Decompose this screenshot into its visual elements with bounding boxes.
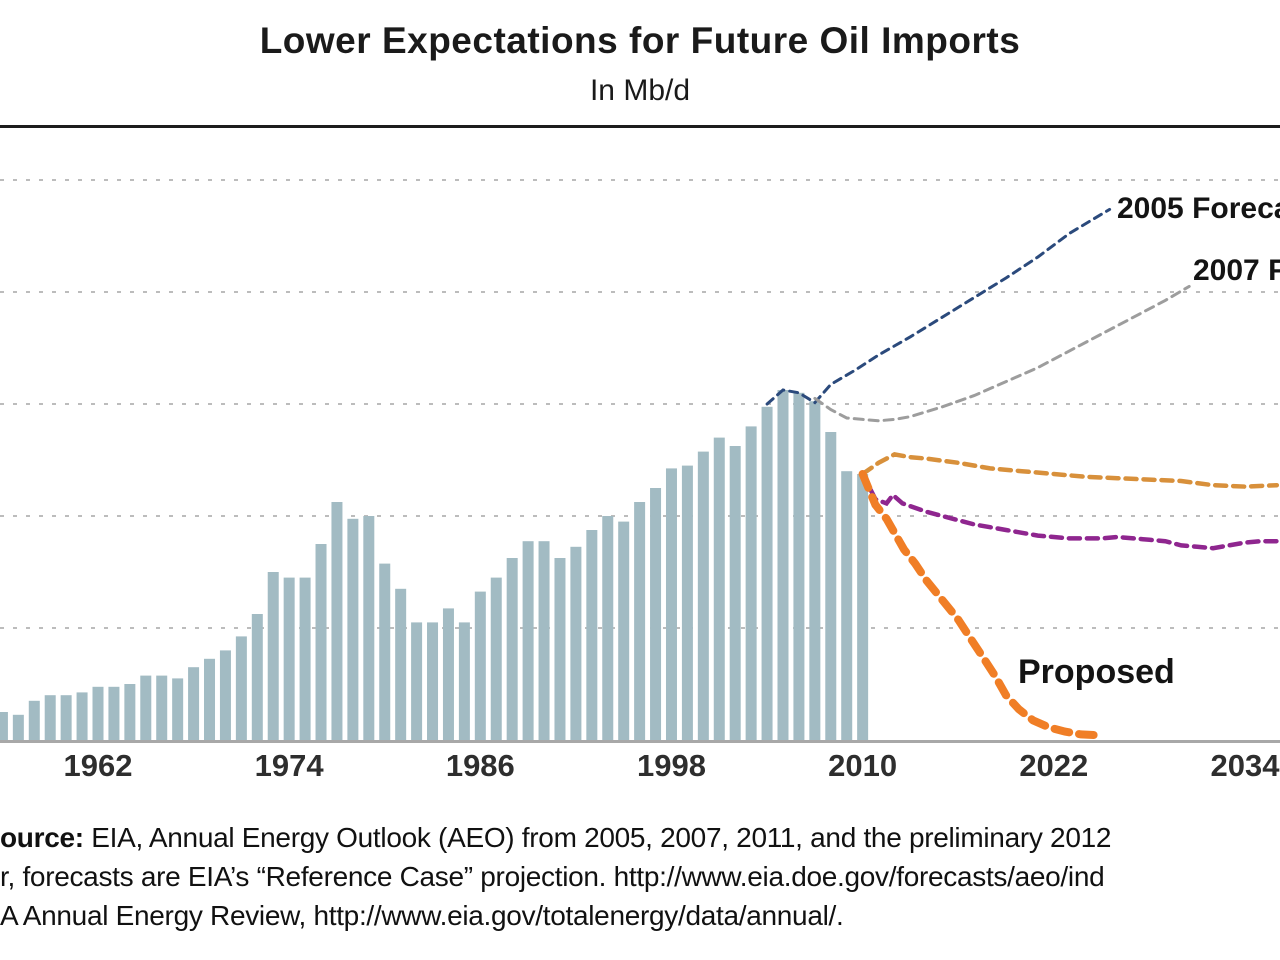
x-tick-1974: 1974 [254, 748, 324, 783]
source-note-line1-text: EIA, Annual Energy Outlook (AEO) from 20… [83, 822, 1112, 853]
source-note-line2: r, forecasts are EIA’s “Reference Case” … [0, 861, 1105, 892]
header-rule [0, 125, 1280, 128]
source-note-line3: A Annual Energy Review, http://www.eia.g… [0, 900, 844, 931]
bar-1992 [570, 546, 582, 740]
bar-1985 [458, 622, 470, 740]
bar-1979 [363, 516, 375, 740]
bar-1997 [650, 488, 662, 740]
bar-2006 [793, 392, 805, 740]
bar-2003 [745, 426, 757, 740]
bar-1999 [681, 465, 693, 740]
bar-1995 [618, 521, 630, 740]
bar-1980 [379, 563, 391, 740]
bar-1966 [156, 675, 168, 740]
chart-subtitle: In Mb/d [589, 74, 691, 107]
series-proposed [858, 470, 1098, 739]
bar-1989 [522, 541, 534, 740]
bar-1978 [347, 518, 359, 740]
bar-1972 [251, 614, 263, 740]
x-tick-2010: 2010 [828, 748, 898, 783]
bar-1969 [204, 658, 216, 740]
bar-1961 [76, 692, 88, 740]
bar-1990 [538, 541, 550, 740]
series-label-2005-forecast: 2005 Forecast [1117, 192, 1280, 225]
bar-1987 [490, 577, 502, 740]
bar-1965 [140, 675, 152, 740]
bar-1994 [602, 516, 614, 740]
bar-1971 [235, 636, 247, 740]
series-forecast-orange-unlabeled [860, 452, 1280, 489]
x-axis-tick-labels: 1962 1974 1986 1998 2010 2022 2034 [0, 748, 1280, 788]
bar-2009 [841, 471, 853, 740]
bar-1984 [442, 608, 454, 740]
series-forecast-2005 [765, 207, 1112, 406]
bar-1991 [554, 558, 566, 740]
bar-1964 [124, 684, 136, 740]
bar-1956 [0, 712, 8, 740]
bar-1981 [395, 588, 407, 740]
bar-1959 [44, 695, 56, 740]
bar-1998 [665, 468, 677, 740]
bar-2010 [857, 474, 869, 740]
bar-1958 [28, 700, 40, 740]
bar-1988 [506, 558, 518, 740]
bar-2002 [729, 446, 741, 740]
series-label-2007-forecast: 2007 Forecast [1193, 254, 1280, 287]
bar-2000 [697, 451, 709, 740]
source-note-bold-prefix: ource: [0, 822, 84, 853]
series-label-proposed: Proposed [1018, 653, 1175, 691]
bar-2007 [809, 401, 821, 740]
bar-2008 [825, 432, 837, 740]
bar-1974 [283, 577, 295, 740]
chart-title: Lower Expectations for Future Oil Import… [259, 20, 1021, 61]
bar-1963 [108, 686, 120, 740]
x-tick-1962: 1962 [63, 748, 133, 783]
series-forecast-2007 [813, 284, 1191, 423]
bar-1977 [331, 502, 343, 740]
bar-1993 [586, 530, 598, 740]
x-tick-1998: 1998 [636, 748, 706, 783]
x-tick-2022: 2022 [1019, 748, 1089, 783]
source-note-line1: ource: EIA, Annual Energy Outlook (AEO) … [0, 818, 1280, 857]
bar-1960 [60, 695, 72, 740]
source-note: ource: EIA, Annual Energy Outlook (AEO) … [0, 818, 1280, 935]
bar-1970 [219, 650, 231, 740]
bar-1996 [634, 502, 646, 740]
bar-1973 [267, 572, 279, 740]
bar-1982 [411, 622, 423, 740]
bar-1967 [172, 678, 184, 740]
bar-2004 [761, 406, 773, 740]
series-forecast-purple-unlabeled [860, 471, 1280, 551]
bar-1976 [315, 544, 327, 740]
bar-1962 [92, 686, 104, 740]
x-tick-1986: 1986 [445, 748, 515, 783]
bar-1968 [188, 667, 200, 740]
bar-1975 [299, 577, 311, 740]
bar-2001 [713, 437, 725, 740]
bar-2005 [777, 390, 789, 740]
bar-1986 [474, 591, 486, 740]
bar-1983 [427, 622, 439, 740]
bar-1957 [12, 714, 24, 740]
x-tick-2034: 2034 [1210, 748, 1280, 783]
